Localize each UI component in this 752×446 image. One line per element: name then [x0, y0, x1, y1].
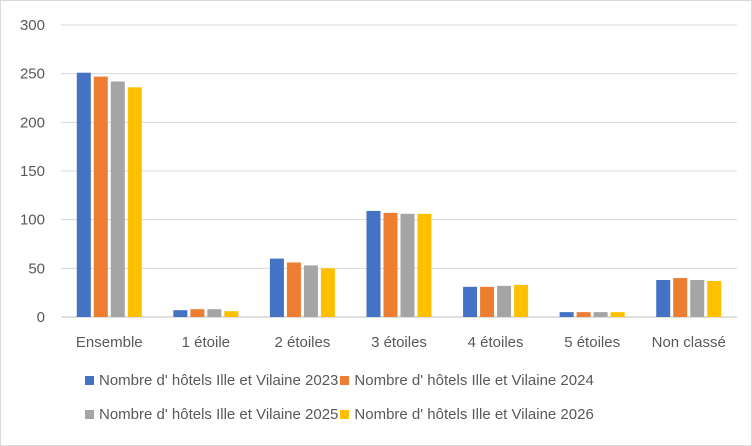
bar-1-1 [76, 72, 91, 318]
legend-item-2024: Nombre d' hôtels Ille et Vilaine 2024 [340, 371, 594, 389]
bar-2-6 [576, 312, 591, 317]
legend-label-2024: Nombre d' hôtels Ille et Vilaine 2024 [354, 371, 594, 389]
legend-label-2025: Nombre d' hôtels Ille et Vilaine 2025 [99, 405, 339, 423]
legend-row-1: Nombre d' hôtels Ille et Vilaine 2023 No… [85, 369, 685, 391]
legend-swatch-2025 [85, 409, 94, 419]
bar-4-2 [224, 311, 239, 317]
legend-item-2026: Nombre d' hôtels Ille et Vilaine 2026 [340, 405, 594, 423]
x-tick-label-4: 3 étoiles [371, 334, 427, 351]
bar-1-5 [463, 286, 478, 317]
bar-3-1 [110, 81, 125, 317]
y-tick-label-100: 100 [20, 212, 45, 229]
bar-1-6 [559, 312, 574, 317]
y-tick-label-200: 200 [20, 114, 45, 131]
x-tick-label-5: 4 étoiles [468, 334, 524, 351]
y-tick-label-50: 50 [28, 260, 45, 277]
bar-2-4 [383, 212, 398, 317]
bar-4-5 [514, 284, 529, 317]
bar-3-5 [497, 285, 512, 317]
legend-item-2023: Nombre d' hôtels Ille et Vilaine 2023 [85, 372, 338, 389]
bar-2-7 [673, 278, 688, 317]
bar-3-7 [690, 280, 705, 317]
x-tick-label-2: 1 étoile [182, 334, 230, 351]
bar-4-4 [417, 213, 432, 317]
bar-3-4 [400, 213, 415, 317]
legend-row-2: Nombre d' hôtels Ille et Vilaine 2025 No… [85, 403, 685, 425]
bar-4-6 [610, 312, 625, 317]
y-tick-label-250: 250 [20, 66, 45, 83]
legend-swatch-2024 [340, 375, 350, 385]
bar-3-6 [593, 312, 608, 317]
chart-legend: Nombre d' hôtels Ille et Vilaine 2023 No… [85, 369, 685, 437]
bar-2-1 [93, 76, 108, 317]
bar-2-5 [480, 286, 495, 317]
legend-swatch-2026 [340, 409, 350, 419]
x-tick-label-1: Ensemble [76, 334, 143, 351]
bar-4-1 [127, 87, 142, 317]
legend-item-2025: Nombre d' hôtels Ille et Vilaine 2025 [85, 406, 338, 423]
y-tick-label-300: 300 [20, 17, 45, 34]
bar-1-7 [656, 280, 671, 317]
x-tick-label-7: Non classé [652, 334, 726, 351]
legend-label-2026: Nombre d' hôtels Ille et Vilaine 2026 [354, 405, 594, 423]
y-tick-label-0: 0 [37, 309, 45, 326]
x-tick-label-6: 5 étoiles [564, 334, 620, 351]
bar-3-3 [303, 265, 318, 317]
bar-4-7 [707, 280, 722, 317]
y-tick-label-150: 150 [20, 163, 45, 180]
bar-2-3 [286, 262, 301, 317]
legend-swatch-2023 [85, 375, 94, 385]
bar-1-3 [269, 258, 284, 317]
legend-label-2023: Nombre d' hôtels Ille et Vilaine 2023 [99, 371, 339, 389]
bar-3-2 [207, 309, 222, 317]
bar-2-2 [190, 309, 205, 317]
bar-4-3 [320, 268, 335, 317]
bar-1-4 [366, 210, 381, 317]
bar-1-2 [173, 310, 188, 317]
x-tick-label-3: 2 étoiles [274, 334, 330, 351]
